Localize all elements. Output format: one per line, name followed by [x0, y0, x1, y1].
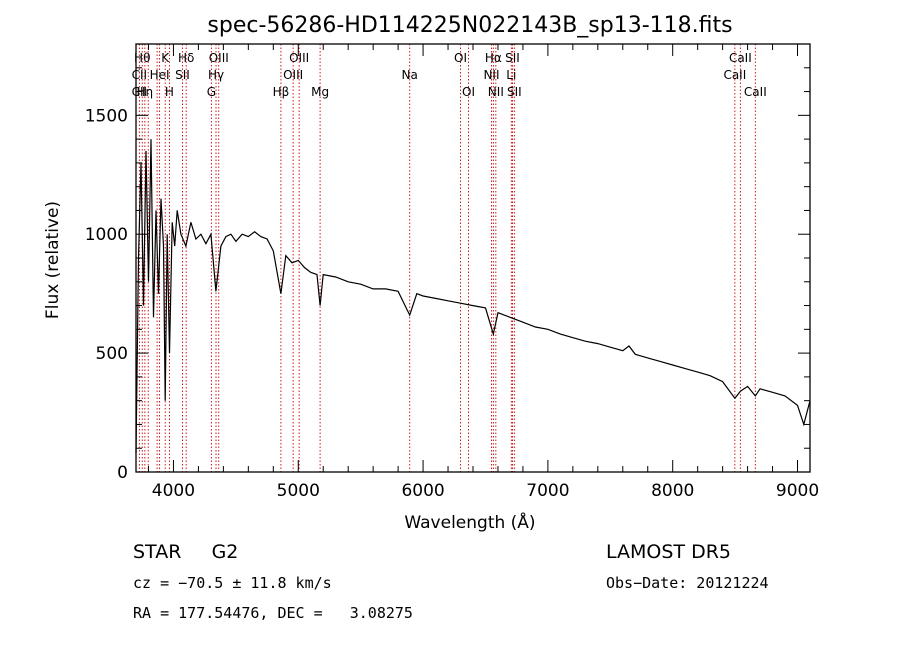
marker-label: HeI — [150, 68, 170, 82]
marker-label: OI — [462, 85, 475, 99]
marker-label: G — [207, 85, 216, 99]
marker-label: CaII — [723, 68, 746, 82]
object-class: STAR G2 — [133, 541, 239, 563]
marker-label: Hα — [485, 51, 502, 65]
marker-label: OIII — [289, 51, 309, 65]
marker-label: Hγ — [208, 68, 224, 82]
spectrum-line — [135, 139, 811, 454]
marker-label: SII — [505, 51, 520, 65]
redshift-cz: cz = −70.5 ± 11.8 km/s — [133, 574, 332, 592]
marker-label: Na — [402, 68, 418, 82]
marker-label: OIII — [283, 68, 303, 82]
y-tick-label: 0 — [117, 463, 128, 483]
plot-frame — [135, 43, 811, 473]
marker-label: SII — [507, 85, 522, 99]
marker-label: Li — [506, 68, 516, 82]
axis-ticks: 4000 5000 6000 7000 8000 9000 0 500 1000 1500 — [85, 44, 819, 501]
marker-label: NII — [488, 85, 504, 99]
marker-label: CII — [132, 68, 147, 82]
x-axis-label: Wavelength (Å) — [404, 511, 535, 533]
x-tick-label: 8000 — [651, 481, 694, 501]
marker-label: Hθ — [134, 51, 150, 65]
survey-name: LAMOST DR5 — [606, 541, 731, 563]
x-tick-label: 9000 — [776, 481, 819, 501]
marker-label: H — [165, 85, 174, 99]
x-tick-label: 5000 — [277, 481, 320, 501]
marker-label: Hβ — [273, 85, 290, 99]
y-tick-label: 500 — [96, 344, 128, 364]
obs-date: Obs−Date: 20121224 — [606, 574, 769, 592]
marker-label: OIII — [209, 51, 229, 65]
marker-label: K — [161, 51, 170, 65]
marker-label: CaII — [729, 51, 752, 65]
marker-label: NII — [483, 68, 499, 82]
line-markers — [138, 44, 756, 472]
marker-label: Mg — [311, 85, 329, 99]
x-tick-label: 6000 — [401, 481, 444, 501]
y-tick-label: 1000 — [85, 225, 128, 245]
y-axis-label: Flux (relative) — [43, 201, 63, 319]
marker-label: Hδ — [178, 51, 194, 65]
marker-label: SII — [175, 68, 190, 82]
marker-label: CaII — [744, 85, 767, 99]
x-tick-label: 4000 — [152, 481, 195, 501]
marker-label: OI — [454, 51, 467, 65]
marker-label: Hη — [137, 85, 154, 99]
x-tick-label: 7000 — [526, 481, 569, 501]
chart-title: spec-56286-HD114225N022143B_sp13-118.fit… — [207, 13, 732, 38]
y-tick-label: 1500 — [85, 106, 128, 126]
coordinates: RA = 177.54476, DEC = 3.08275 — [133, 604, 413, 622]
